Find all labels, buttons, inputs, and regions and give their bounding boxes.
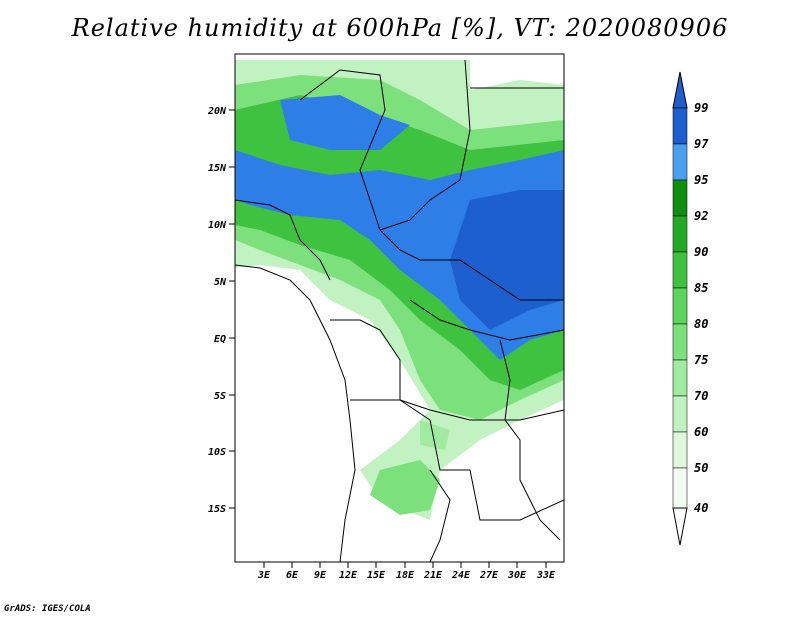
lat-tick: 5N (214, 277, 235, 288)
lon-tick: 30E (507, 562, 527, 581)
colorbar-label: 60 (694, 425, 708, 439)
border-c (379, 229, 564, 301)
svg-text:20N: 20N (207, 106, 227, 117)
colorbar-segment (672, 143, 688, 181)
lat-tick: 15S (208, 504, 235, 515)
border-j (429, 469, 451, 562)
svg-text:10S: 10S (208, 447, 226, 458)
lat-tick: EQ (214, 334, 235, 345)
svg-text:9E: 9E (314, 570, 327, 581)
lat-tick: 15N (208, 163, 235, 174)
lon-tick: 24E (451, 562, 471, 581)
svg-text:27E: 27E (479, 570, 499, 581)
border-i (499, 339, 561, 541)
colorbar-label: 40 (694, 501, 708, 515)
country-borders (235, 59, 564, 562)
svg-text:10N: 10N (208, 220, 227, 231)
svg-text:33E: 33E (536, 570, 556, 581)
colorbar-segment (672, 107, 688, 145)
border-a (299, 69, 386, 231)
colorbar-label: 99 (694, 101, 708, 115)
map-frame (234, 53, 565, 563)
border-f (350, 399, 564, 521)
colorbar-label: 92 (694, 209, 708, 223)
lon-tick: 9E (314, 562, 327, 581)
colorbar-segment (672, 287, 688, 325)
svg-text:12E: 12E (339, 570, 358, 581)
svg-text:15E: 15E (367, 570, 386, 581)
colorbar-segment (672, 395, 688, 433)
colorbar-top-arrow (672, 71, 688, 109)
lon-tick: 6E (286, 562, 299, 581)
colorbar-segment (672, 323, 688, 361)
lon-tick: 15E (367, 562, 386, 581)
colorbar-segment (672, 431, 688, 469)
lat-tick: 10N (208, 220, 235, 231)
grads-credit: GrADS: IGES/COLA (4, 604, 91, 614)
colorbar: 99 97 95 92 90 85 80 75 70 60 50 40 (672, 71, 709, 546)
coastline-west (235, 264, 356, 562)
colorbar-label: 50 (694, 461, 708, 475)
rh-south-patch (370, 460, 440, 515)
svg-text:15N: 15N (208, 163, 227, 174)
colorbar-label: 85 (694, 281, 708, 295)
svg-text:5N: 5N (214, 277, 227, 288)
colorbar-label: 95 (694, 173, 708, 187)
svg-text:15S: 15S (208, 504, 226, 515)
lat-tick: 5S (214, 391, 235, 402)
svg-text:24E: 24E (451, 570, 471, 581)
colorbar-label: 70 (694, 389, 708, 403)
rh-south-patch-2 (420, 420, 450, 450)
colorbar-label: 90 (694, 245, 708, 259)
colorbar-label: 97 (694, 137, 709, 151)
lat-tick: 20N (207, 106, 235, 117)
svg-text:18E: 18E (396, 570, 415, 581)
rh-darkblue-east (450, 190, 564, 330)
colorbar-segment (672, 467, 688, 509)
border-d (409, 299, 564, 341)
svg-text:6E: 6E (286, 570, 299, 581)
colorbar-segment (672, 359, 688, 397)
colorbar-label: 80 (694, 317, 708, 331)
colorbar-label: 75 (694, 353, 708, 367)
map-title: Relative humidity at 600hPa [%], VT: 202… (71, 14, 729, 42)
colorbar-segment (672, 251, 688, 289)
border-g (235, 199, 331, 281)
svg-text:EQ: EQ (214, 334, 226, 345)
lon-tick: 3E (257, 562, 271, 581)
colorbar-segment (672, 215, 688, 253)
colorbar-bottom-arrow (672, 507, 688, 546)
lat-tick: 10S (208, 447, 235, 458)
border-b (379, 59, 471, 231)
svg-text:21E: 21E (423, 570, 443, 581)
lat-axis: 20N 15N 10N 5N EQ 5S 10S 15S (207, 106, 235, 515)
lon-tick: 33E (536, 562, 556, 581)
lon-tick: 18E (396, 562, 415, 581)
lon-tick: 27E (479, 562, 499, 581)
lon-tick: 21E (423, 562, 443, 581)
lon-axis: 3E 6E 9E 12E 15E 18E 21E 24E 27E 30E 33E (257, 562, 556, 581)
rh-blue-upper (280, 95, 410, 150)
humidity-field (235, 60, 564, 520)
svg-text:5S: 5S (214, 391, 226, 402)
svg-text:30E: 30E (507, 570, 527, 581)
lon-tick: 12E (339, 562, 358, 581)
svg-text:3E: 3E (257, 570, 271, 581)
colorbar-segment (672, 179, 688, 217)
